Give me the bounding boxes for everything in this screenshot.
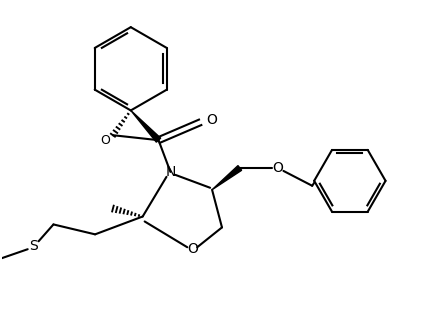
Text: S: S [29,239,38,253]
Text: O: O [272,161,282,175]
Text: O: O [206,113,216,127]
Polygon shape [131,110,160,142]
Text: N: N [165,165,175,179]
Text: O: O [187,242,197,256]
Polygon shape [212,165,241,190]
Text: O: O [100,134,110,147]
